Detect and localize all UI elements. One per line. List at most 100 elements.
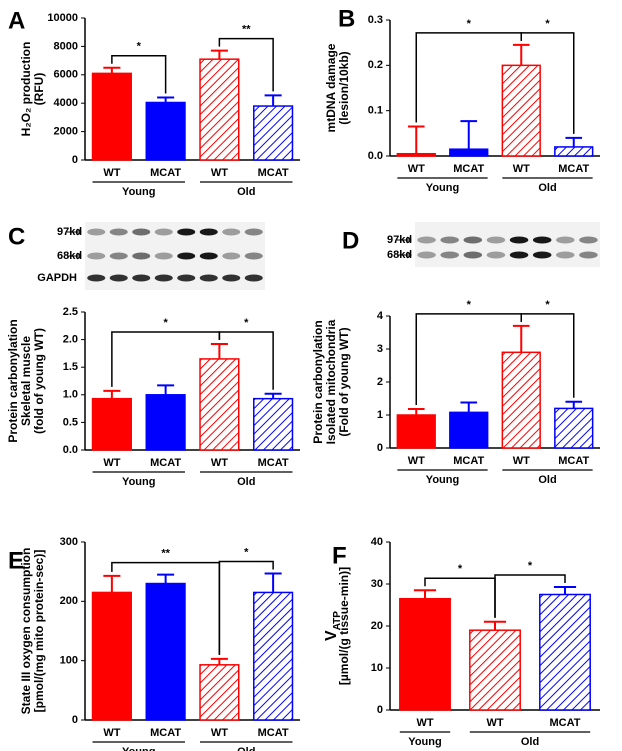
significance-label: * [545, 18, 550, 30]
y-axis-label: (Fold of young WT) [337, 327, 351, 436]
blot-band [556, 251, 575, 259]
y-tick-label: 10 [371, 662, 383, 674]
blot-arrow [67, 228, 82, 236]
y-tick-label: 0 [377, 442, 383, 454]
bar [469, 629, 521, 711]
bar [91, 72, 132, 161]
y-tick-label: 2 [377, 376, 383, 388]
blot-band [463, 251, 483, 259]
y-tick-label: 1 [377, 409, 383, 421]
blot-band [109, 252, 128, 260]
bar [91, 591, 132, 721]
x-tick-label: WT [103, 457, 120, 469]
group-label: Old [237, 746, 255, 751]
y-tick-label: 4000 [54, 97, 78, 109]
panel-letter: B [338, 5, 355, 32]
x-tick-label: MCAT [258, 727, 289, 739]
y-axis-label: State III oxygen consumption [19, 548, 33, 715]
y-axis-label: [pmol/(mg mito protein-sec)] [32, 550, 46, 713]
y-axis-label: [µmol/(g tissue-min)] [337, 567, 351, 685]
x-tick-label: WT [408, 455, 425, 467]
y-tick-label: 0.1 [368, 105, 383, 117]
blot-band [556, 236, 575, 244]
y-tick-label: 20 [371, 620, 383, 632]
bar [449, 411, 489, 449]
significance-label: * [467, 18, 472, 30]
panel-letter: D [342, 227, 359, 254]
blot-band [199, 252, 218, 260]
y-axis-label-text: V [323, 630, 340, 641]
blot-band [417, 251, 436, 259]
bar [501, 351, 541, 449]
bar [199, 358, 240, 451]
blot-image [415, 222, 600, 267]
x-tick-label: MCAT [558, 455, 589, 467]
bar [253, 591, 294, 721]
group-label: Young [122, 746, 155, 751]
y-tick-label: 2000 [54, 126, 78, 138]
y-axis-label-text: State III oxygen consumption [19, 548, 33, 715]
bar [539, 593, 591, 711]
y-axis-label-text: mtDNA damage [324, 43, 338, 132]
significance-bracket [218, 560, 274, 655]
y-axis-label-text: (lesion/10kb) [337, 51, 351, 124]
bar [449, 148, 489, 157]
group-label: Young [408, 736, 441, 748]
bar [91, 397, 132, 451]
x-tick-label: MCAT [150, 727, 181, 739]
group-label: Young [122, 476, 155, 488]
blot-band [532, 236, 552, 244]
y-axis-label: (fold of young WT) [32, 328, 46, 434]
group-label: Old [237, 476, 255, 488]
y-axis-label-text: Protein carbonylation [311, 320, 325, 443]
x-tick-label: WT [513, 455, 530, 467]
group-label: Young [426, 474, 459, 486]
significance-bracket [218, 331, 274, 390]
group-label: Old [237, 186, 255, 198]
panel-letter: C [8, 223, 25, 250]
blot-band [109, 274, 128, 282]
bar [253, 105, 294, 161]
y-tick-label: 300 [60, 536, 78, 548]
x-tick-label: WT [408, 163, 425, 175]
y-axis-label: (lesion/10kb) [337, 51, 351, 124]
bar [396, 414, 436, 449]
blot-band [222, 274, 241, 282]
y-tick-label: 1.0 [63, 389, 78, 401]
y-tick-label: 3 [377, 343, 383, 355]
blot-band [417, 236, 436, 244]
y-axis-label: VATP [323, 611, 342, 641]
bar [396, 152, 436, 157]
y-axis-label-text: Skeletal muscle [19, 336, 33, 426]
x-tick-label: WT [103, 167, 120, 179]
blot-band [87, 252, 106, 260]
y-tick-label: 2.0 [63, 334, 78, 346]
x-tick-label: MCAT [558, 163, 589, 175]
blot-band [486, 251, 506, 259]
group-label: Old [521, 736, 539, 748]
blot-band [132, 274, 151, 282]
blot-band [440, 251, 459, 259]
blot-band [509, 236, 529, 244]
blot-band [244, 252, 263, 260]
blot-band [87, 228, 106, 236]
y-axis-label: Skeletal muscle [19, 336, 33, 426]
x-tick-label: MCAT [453, 455, 484, 467]
x-tick-label: MCAT [550, 717, 581, 729]
significance-label: * [244, 546, 249, 558]
y-axis-label-text: Protein carbonylation [6, 319, 20, 442]
bar [554, 407, 594, 449]
significance-bracket [494, 574, 566, 618]
y-axis-label-text: [pmol/(mg mito protein-sec)] [32, 550, 46, 713]
bar [199, 664, 240, 721]
blot-band [87, 274, 106, 282]
x-tick-label: WT [486, 717, 503, 729]
y-axis-label-text: (RFU) [32, 73, 46, 106]
bar [145, 101, 186, 161]
x-tick-label: WT [103, 727, 120, 739]
significance-label: * [528, 560, 533, 572]
group-label: Young [426, 182, 459, 194]
y-tick-label: 6000 [54, 69, 78, 81]
blot-band [463, 236, 483, 244]
blot-band [132, 252, 151, 260]
